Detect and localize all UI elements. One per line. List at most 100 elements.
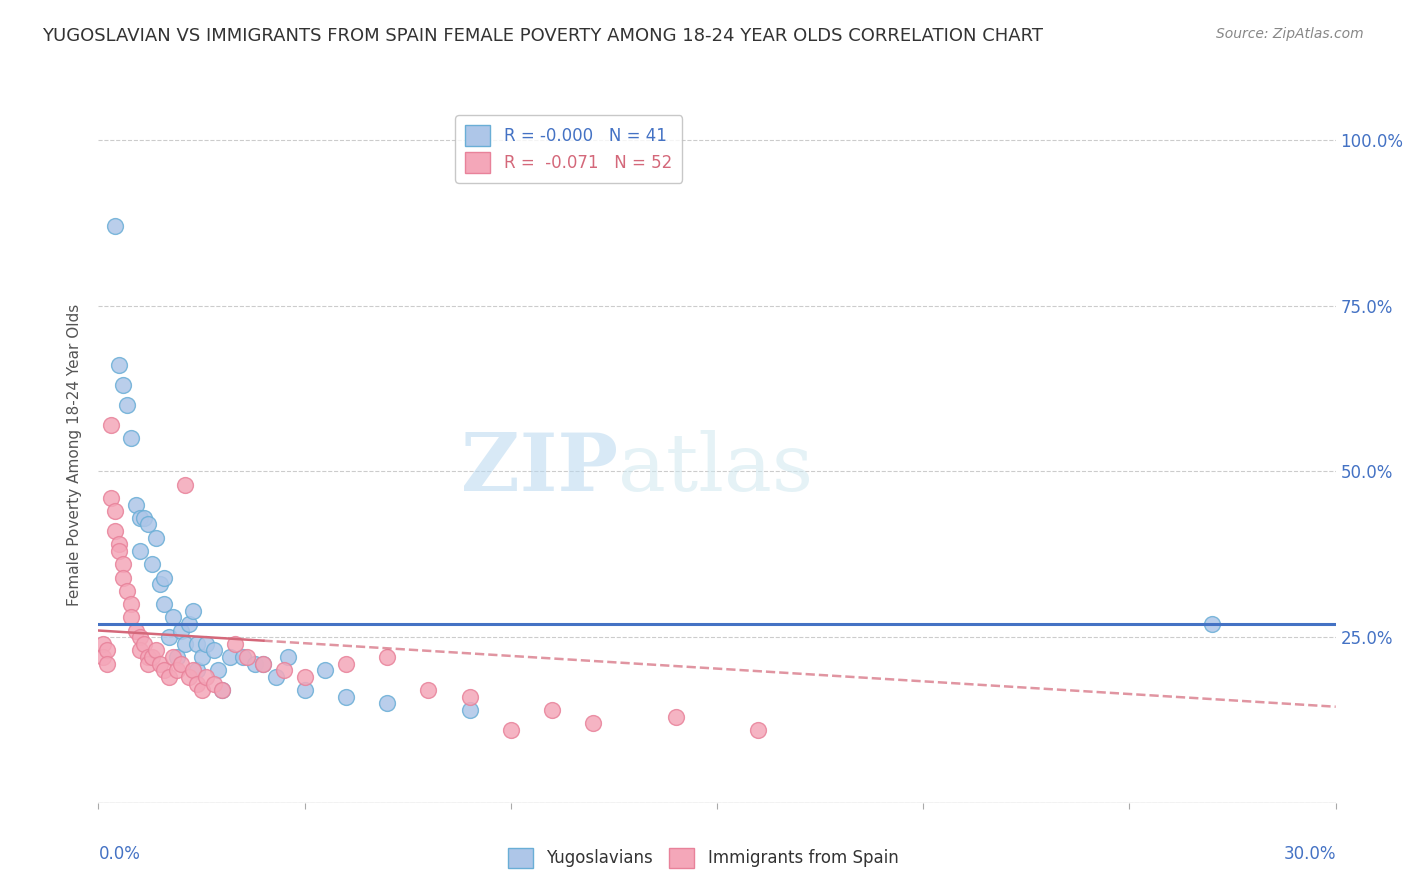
Point — [541, 703, 564, 717]
Point — [174, 637, 197, 651]
Point — [166, 663, 188, 677]
Point — [252, 657, 274, 671]
Point — [190, 650, 212, 665]
Point — [136, 517, 159, 532]
Point — [243, 657, 266, 671]
Point — [132, 637, 155, 651]
Point — [194, 637, 217, 651]
Point — [375, 697, 398, 711]
Point — [186, 637, 208, 651]
Text: atlas: atlas — [619, 430, 813, 508]
Point — [124, 498, 146, 512]
Point — [112, 558, 135, 572]
Point — [294, 670, 316, 684]
Point — [232, 650, 254, 665]
Point — [91, 650, 114, 665]
Point — [141, 558, 163, 572]
Point — [747, 723, 769, 737]
Point — [145, 643, 167, 657]
Point — [141, 650, 163, 665]
Point — [136, 650, 159, 665]
Point — [162, 650, 184, 665]
Point — [211, 683, 233, 698]
Point — [149, 577, 172, 591]
Point — [153, 663, 176, 677]
Point — [153, 597, 176, 611]
Point — [179, 670, 201, 684]
Point — [418, 683, 440, 698]
Point — [665, 709, 688, 723]
Legend: Yugoslavians, Immigrants from Spain: Yugoslavians, Immigrants from Spain — [501, 841, 905, 875]
Point — [236, 650, 259, 665]
Point — [117, 583, 139, 598]
Point — [458, 703, 481, 717]
Point — [252, 657, 274, 671]
Point — [499, 723, 522, 737]
Point — [294, 683, 316, 698]
Point — [124, 624, 146, 638]
Point — [96, 657, 118, 671]
Point — [120, 597, 142, 611]
Point — [108, 359, 131, 373]
Point — [112, 378, 135, 392]
Point — [458, 690, 481, 704]
Point — [100, 491, 122, 505]
Point — [128, 643, 150, 657]
Point — [211, 683, 233, 698]
Point — [104, 524, 127, 538]
Y-axis label: Female Poverty Among 18-24 Year Olds: Female Poverty Among 18-24 Year Olds — [67, 304, 83, 606]
Text: ZIP: ZIP — [461, 430, 619, 508]
Point — [128, 544, 150, 558]
Point — [128, 630, 150, 644]
Point — [181, 604, 204, 618]
Point — [96, 643, 118, 657]
Point — [264, 670, 287, 684]
Point — [128, 511, 150, 525]
Point — [157, 670, 180, 684]
Point — [277, 650, 299, 665]
Point — [170, 657, 193, 671]
Point — [207, 663, 229, 677]
Point — [190, 683, 212, 698]
Point — [273, 663, 295, 677]
Text: 0.0%: 0.0% — [98, 845, 141, 863]
Point — [186, 676, 208, 690]
Point — [157, 630, 180, 644]
Point — [91, 637, 114, 651]
Point — [153, 570, 176, 584]
Point — [335, 657, 357, 671]
Point — [224, 637, 246, 651]
Point — [194, 670, 217, 684]
Point — [120, 610, 142, 624]
Point — [108, 544, 131, 558]
Point — [202, 643, 225, 657]
Point — [120, 431, 142, 445]
Point — [100, 418, 122, 433]
Point — [117, 398, 139, 412]
Point — [582, 716, 605, 731]
Point — [375, 650, 398, 665]
Point — [104, 504, 127, 518]
Point — [104, 219, 127, 234]
Text: YUGOSLAVIAN VS IMMIGRANTS FROM SPAIN FEMALE POVERTY AMONG 18-24 YEAR OLDS CORREL: YUGOSLAVIAN VS IMMIGRANTS FROM SPAIN FEM… — [42, 27, 1043, 45]
Point — [1201, 616, 1223, 631]
Point — [219, 650, 242, 665]
Point — [145, 531, 167, 545]
Point — [136, 657, 159, 671]
Point — [174, 477, 197, 491]
Point — [132, 511, 155, 525]
Legend: R = -0.000   N = 41, R =  -0.071   N = 52: R = -0.000 N = 41, R = -0.071 N = 52 — [456, 115, 682, 183]
Point — [335, 690, 357, 704]
Point — [314, 663, 336, 677]
Text: 30.0%: 30.0% — [1284, 845, 1336, 863]
Point — [170, 624, 193, 638]
Point — [166, 650, 188, 665]
Point — [112, 570, 135, 584]
Point — [162, 610, 184, 624]
Text: Source: ZipAtlas.com: Source: ZipAtlas.com — [1216, 27, 1364, 41]
Point — [179, 616, 201, 631]
Point — [108, 537, 131, 551]
Point — [149, 657, 172, 671]
Point — [202, 676, 225, 690]
Point — [181, 663, 204, 677]
